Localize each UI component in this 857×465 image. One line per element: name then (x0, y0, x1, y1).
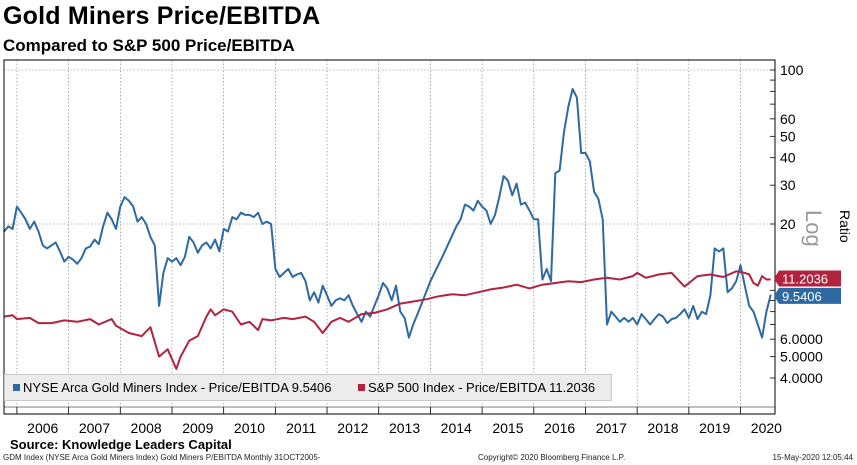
legend-swatch-sp500 (358, 384, 365, 391)
last-value-label-sp500: 11.2036 (774, 270, 841, 287)
axis-layer (3, 59, 776, 415)
y-tick-label-100: 100 (780, 62, 804, 78)
chart-title: Gold Miners Price/EBITDA (3, 2, 321, 30)
y-tick-label-5: 5.0000 (780, 349, 823, 365)
x-tick-label-2010: 2010 (234, 420, 265, 436)
legend-item-gold-miners: NYSE Arca Gold Miners Index - Price/EBIT… (13, 380, 332, 395)
x-tick-label-2009: 2009 (182, 420, 213, 436)
x-tick-label-2018: 2018 (647, 420, 678, 436)
footer-copyright: Copyright© 2020 Bloomberg Finance L.P. (478, 453, 626, 462)
last-value-label-gold-miners-text: 9.5406 (782, 289, 822, 304)
x-tick-label-2015: 2015 (492, 420, 523, 436)
plot-frame (3, 59, 776, 415)
series-line-1 (3, 270, 771, 370)
y-tick-label-20: 20 (780, 216, 796, 232)
footer-timestamp: 15-May-2020 12:05:44 (772, 453, 854, 462)
x-tick-label-2006: 2006 (27, 420, 58, 436)
last-value-label-sp500-text: 11.2036 (782, 271, 828, 286)
y-tick-label-50: 50 (780, 128, 796, 144)
y-scale-label: Log (801, 210, 826, 247)
series-line-0 (3, 88, 772, 339)
x-tick-label-2020: 2020 (751, 420, 782, 436)
x-tick-label-2017: 2017 (596, 420, 627, 436)
legend-item-sp500: S&P 500 Index - Price/EBITDA 11.2036 (358, 380, 595, 395)
y-tick-label-6: 6.0000 (780, 331, 823, 347)
x-tick-label-2007: 2007 (79, 420, 110, 436)
x-tick-label-2008: 2008 (131, 420, 162, 436)
legend-swatch-gold-miners (13, 384, 20, 391)
x-tick-label-2011: 2011 (286, 420, 316, 436)
last-value-label-gold-miners-box (774, 287, 841, 304)
y-axis-label: Ratio (837, 210, 853, 243)
x-tick-label-2016: 2016 (544, 420, 575, 436)
last-value-label-gold-miners: 9.5406 (774, 287, 841, 304)
y-tick-label-30: 30 (780, 177, 796, 193)
chart-subtitle: Compared to S&P 500 Price/EBITDA (3, 36, 295, 55)
chart-legend: NYSE Arca Gold Miners Index - Price/EBIT… (4, 374, 612, 401)
y-tick-label-40: 40 (780, 150, 796, 166)
legend-label-gold-miners: NYSE Arca Gold Miners Index - Price/EBIT… (23, 380, 332, 395)
grid-layer (4, 60, 775, 414)
last-value-label-sp500-box (774, 270, 841, 287)
source-note: Source: Knowledge Leaders Capital (10, 437, 232, 452)
footer-description: GDM Index (NYSE Arca Gold Miners Index) … (3, 453, 321, 462)
x-tick-label-2012: 2012 (337, 420, 368, 436)
legend-label-sp500: S&P 500 Index - Price/EBITDA 11.2036 (368, 380, 596, 395)
x-tick-label-2014: 2014 (441, 420, 472, 436)
series-layer (3, 88, 772, 370)
y-tick-label-4: 4.0000 (780, 370, 823, 386)
y-tick-label-60: 60 (780, 111, 796, 127)
x-tick-label-2013: 2013 (389, 420, 420, 436)
label-layer: 2006 2007 2008 2009 2010 2011 2012 2013 2014 2015… (27, 62, 853, 436)
x-tick-label-2019: 2019 (699, 420, 730, 436)
